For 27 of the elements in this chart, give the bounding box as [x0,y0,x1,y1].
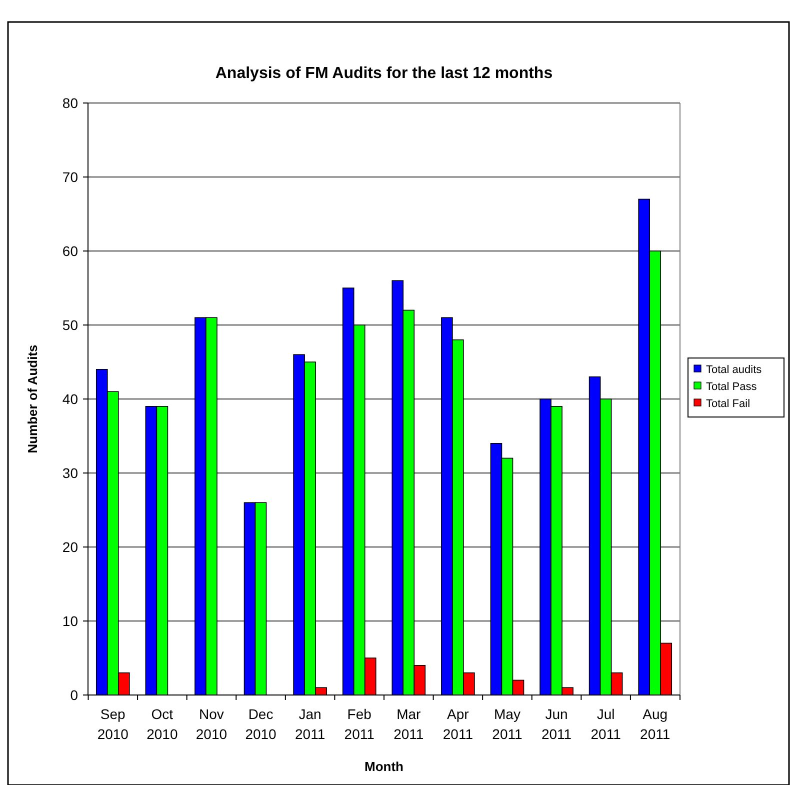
x-tick-label: Jul 2011 [590,706,622,742]
y-tick-label: 0 [70,686,78,703]
legend-label: Total Fail [706,398,750,410]
chart-title: Analysis of FM Audits for the last 12 months [215,65,553,82]
x-tick-label: Oct 2010 [146,706,178,742]
y-tick-label: 10 [62,612,78,629]
y-tick-label: 60 [62,242,78,259]
x-tick-label: Feb 2011 [344,706,375,742]
x-tick-label: May 2011 [492,706,522,742]
y-tick-label: 70 [62,168,78,185]
y-tick-label: 50 [62,316,78,333]
y-tick-label: 80 [62,94,78,111]
x-tick-label: Jan 2011 [295,706,326,742]
y-axis-title: Number of Audits [25,344,40,454]
x-tick-label: Apr 2011 [442,706,474,742]
x-axis-title: Month [364,759,404,774]
x-tick-label: Sep 2010 [97,706,129,742]
legend-label: Total audits [706,364,762,376]
y-tick-label: 40 [62,390,78,407]
x-tick-label: Aug 2011 [640,706,670,742]
y-tick-label: 30 [62,464,78,481]
x-tick-label: Nov 2010 [196,706,228,742]
x-tick-label: Jun 2011 [541,706,572,742]
x-tick-label: Dec 2010 [245,706,277,742]
y-tick-label: 20 [62,538,78,555]
x-tick-label: Mar 2011 [394,706,424,742]
legend-label: Total Pass [706,380,758,393]
